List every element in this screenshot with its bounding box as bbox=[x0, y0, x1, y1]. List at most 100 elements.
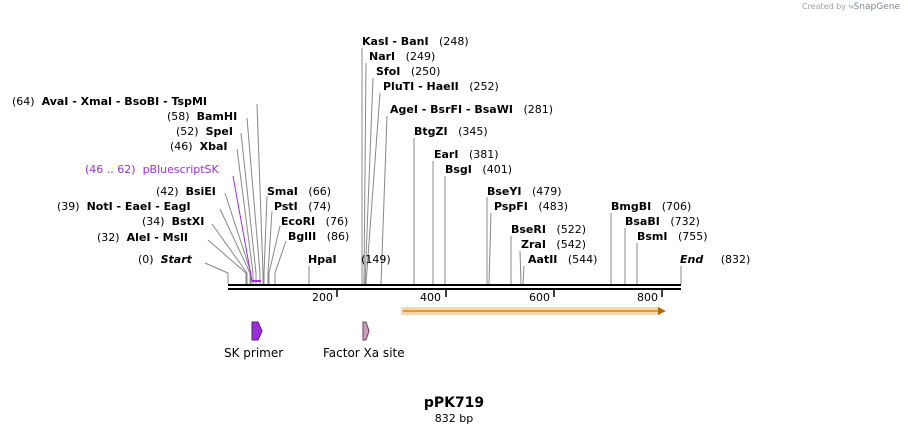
site-nari: NarI (249) bbox=[369, 50, 435, 63]
leader-pluti bbox=[365, 92, 381, 285]
site-bsabi: BsaBI (732) bbox=[625, 215, 700, 228]
site-pos: (250) bbox=[410, 65, 441, 78]
feature-sk-primer-label: SK primer bbox=[224, 346, 284, 360]
site-pos: (706) bbox=[661, 200, 692, 213]
site-pos: (522) bbox=[556, 223, 587, 236]
site-name: AatII bbox=[528, 253, 558, 266]
site-btgzi: BtgZI (345) bbox=[414, 125, 488, 138]
site-pos: (479) bbox=[531, 185, 562, 198]
tick-label-400: 400 bbox=[420, 291, 441, 304]
leader-psti bbox=[267, 210, 273, 284]
site-name: ZraI bbox=[521, 238, 546, 251]
site-pos: (401) bbox=[482, 163, 512, 176]
site-aatii: AatII (544) bbox=[528, 253, 597, 266]
site-pos: (76) bbox=[325, 215, 349, 228]
site-pbluescriptsk: (46 .. 62) pBluescriptSK bbox=[85, 163, 219, 176]
site-smai: SmaI (66) bbox=[267, 185, 331, 198]
site-name: BtgZI bbox=[414, 125, 448, 138]
leader-bsiei bbox=[224, 192, 252, 284]
site-pos: (46 .. 62) bbox=[85, 163, 136, 176]
site-name: PluTI - HaeII bbox=[383, 80, 459, 93]
site-pos: (281) bbox=[523, 103, 554, 116]
site-pos: (149) bbox=[361, 253, 391, 266]
sk-primer-arrow-icon bbox=[251, 321, 263, 341]
site-name: BglII bbox=[288, 230, 317, 243]
site-name: AgeI - BsrFI - BsaWI bbox=[390, 103, 513, 116]
site-name: PstI bbox=[274, 200, 298, 213]
site-end: End (832) bbox=[680, 253, 750, 266]
site-name: NotI - EaeI - EagI bbox=[86, 200, 191, 213]
site-pos: (52) bbox=[176, 125, 199, 138]
leader-aatii bbox=[522, 265, 525, 285]
feature-factor-xa-label: Factor Xa site bbox=[323, 346, 405, 360]
site-spei: (52) SpeI bbox=[176, 125, 233, 138]
leader-nari bbox=[363, 62, 367, 285]
site-bglii: BglII (86) bbox=[288, 230, 349, 243]
site-pos: (58) bbox=[167, 110, 190, 123]
site-bsiei: (42) BsiEI bbox=[156, 185, 216, 198]
site-name: SmaI bbox=[267, 185, 298, 198]
site-name: NarI bbox=[369, 50, 396, 63]
site-pos: (755) bbox=[678, 230, 708, 243]
snapgene-logo-icon: ⤷ bbox=[848, 2, 854, 12]
site-pos: (64) bbox=[12, 95, 35, 108]
leader-ecori bbox=[268, 225, 281, 284]
site-name: SfoI bbox=[376, 65, 401, 78]
site-eari: EarI (381) bbox=[434, 148, 499, 161]
leader-bstxi bbox=[211, 223, 248, 284]
leader-agei bbox=[380, 115, 388, 285]
site-kasi-bani: KasI - BanI (248) bbox=[362, 35, 469, 48]
site-pos: (86) bbox=[326, 230, 350, 243]
site-pos: (42) bbox=[156, 185, 179, 198]
site-pos: (74) bbox=[308, 200, 331, 213]
site-name: End bbox=[680, 253, 704, 266]
site-pos: (34) bbox=[142, 215, 165, 228]
site-pos: (542) bbox=[556, 238, 587, 251]
site-pos: (483) bbox=[538, 200, 568, 213]
site-name: AvaI - XmaI - BsoBI - TspMI bbox=[41, 95, 208, 108]
factor-xa-site-icon bbox=[362, 321, 370, 341]
site-pos: (32) bbox=[97, 231, 120, 244]
snapgene-credit: Created by ⤷SnapGene bbox=[802, 2, 900, 12]
site-name: pBluescriptSK bbox=[142, 163, 219, 176]
site-pspfi: PspFI (483) bbox=[494, 200, 568, 213]
site-name: EcoRI bbox=[281, 215, 316, 228]
site-pos: (248) bbox=[439, 35, 469, 48]
site-pos: (832) bbox=[720, 253, 751, 266]
credit-brand: SnapGene bbox=[853, 2, 900, 12]
tick-label-200: 200 bbox=[312, 291, 333, 304]
site-bsgi: BsgI (401) bbox=[445, 163, 512, 176]
site-bmgbi: BmgBI (706) bbox=[611, 200, 691, 213]
map-length: 832 bp bbox=[434, 412, 474, 425]
site-name: Start bbox=[160, 253, 192, 266]
site-name: EarI bbox=[434, 148, 459, 161]
leader-noti bbox=[219, 208, 251, 284]
site-name: BsaBI bbox=[625, 215, 660, 228]
credit-prefix: Created by bbox=[801, 2, 846, 11]
site-bsmi: BsmI (755) bbox=[637, 230, 708, 243]
site-name: BamHI bbox=[196, 110, 238, 123]
leader-pspfi bbox=[488, 212, 492, 285]
orf-arrowhead-icon bbox=[658, 307, 666, 315]
site-name: BsmI bbox=[637, 230, 668, 243]
site-alei-msli: (32) AleI - MslI bbox=[97, 231, 188, 244]
site-xbai: (46) XbaI bbox=[170, 140, 227, 153]
site-name: XbaI bbox=[199, 140, 228, 153]
site-pos: (345) bbox=[458, 125, 488, 138]
site-name: AleI - MslI bbox=[126, 231, 189, 244]
site-pos: (252) bbox=[469, 80, 499, 93]
site-pos: (66) bbox=[308, 185, 331, 198]
site-pos: (0) bbox=[138, 253, 154, 266]
site-name: SpeI bbox=[205, 125, 233, 138]
leader-bglii bbox=[274, 240, 287, 284]
site-name: BsgI bbox=[445, 163, 472, 176]
site-pos: (732) bbox=[670, 215, 700, 228]
leader-sfoi bbox=[364, 77, 374, 285]
site-avai-xmai-bsobi-tspmi: (64) AvaI - XmaI - BsoBI - TspMI bbox=[12, 95, 207, 108]
tick-label-600: 600 bbox=[529, 291, 550, 304]
site-pos: (381) bbox=[468, 148, 499, 161]
site-psti: PstI (74) bbox=[274, 200, 331, 213]
site-name: BsiEI bbox=[185, 185, 216, 198]
site-pos: (544) bbox=[567, 253, 598, 266]
